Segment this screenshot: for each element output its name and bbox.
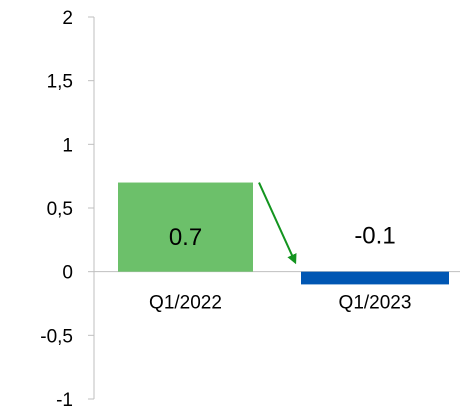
y-tick-label: -0,5 (40, 326, 73, 347)
bar-q1-2022 (118, 182, 253, 272)
y-tick-label: 0,5 (47, 199, 73, 220)
y-tick-label: 0 (62, 263, 73, 284)
y-tick-label: 1,5 (47, 72, 73, 93)
trend-arrow (258, 182, 297, 265)
y-tick-label: -1 (56, 390, 73, 409)
category-label: Q1/2023 (339, 293, 412, 314)
bar-q1-2023 (301, 271, 449, 285)
y-tick-label: 2 (62, 8, 73, 29)
category-label: Q1/2022 (149, 293, 222, 314)
data-label: 0.7 (169, 224, 202, 251)
data-label: -0.1 (354, 223, 395, 250)
y-tick-label: 1 (62, 135, 73, 156)
